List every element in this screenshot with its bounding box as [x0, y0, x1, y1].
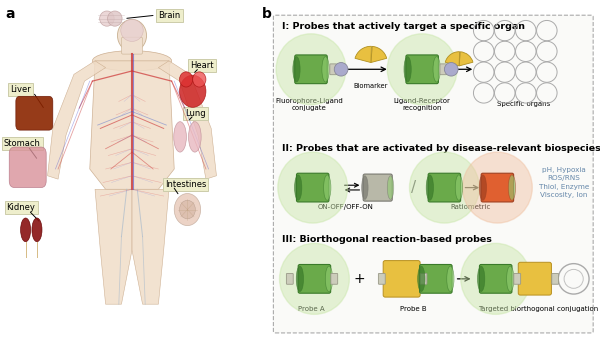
Ellipse shape: [179, 200, 196, 219]
Polygon shape: [158, 61, 217, 179]
FancyBboxPatch shape: [379, 273, 385, 284]
Ellipse shape: [293, 56, 300, 82]
Text: III: Biorthogonal reaction-based probes: III: Biorthogonal reaction-based probes: [282, 235, 492, 244]
FancyBboxPatch shape: [363, 174, 392, 201]
Ellipse shape: [174, 122, 187, 152]
Text: Probe B: Probe B: [400, 306, 427, 312]
Wedge shape: [355, 46, 371, 63]
Polygon shape: [132, 189, 169, 304]
FancyBboxPatch shape: [298, 265, 331, 293]
Ellipse shape: [118, 19, 146, 52]
FancyBboxPatch shape: [16, 96, 53, 130]
Ellipse shape: [295, 175, 302, 200]
Text: b: b: [262, 7, 271, 21]
Ellipse shape: [280, 243, 349, 314]
Text: Ratiometric: Ratiometric: [451, 204, 491, 211]
Ellipse shape: [463, 152, 532, 223]
Text: Fluorophore-Ligand
conjugate: Fluorophore-Ligand conjugate: [275, 98, 343, 111]
Circle shape: [445, 63, 458, 76]
FancyBboxPatch shape: [481, 173, 514, 202]
Ellipse shape: [387, 34, 457, 105]
Ellipse shape: [418, 266, 425, 291]
Ellipse shape: [325, 266, 332, 291]
Ellipse shape: [32, 218, 42, 242]
Ellipse shape: [433, 56, 440, 82]
Ellipse shape: [121, 19, 143, 42]
Text: Brain: Brain: [158, 11, 181, 20]
Ellipse shape: [410, 152, 479, 223]
Ellipse shape: [323, 175, 331, 200]
Ellipse shape: [179, 72, 193, 87]
Text: /: /: [411, 180, 416, 195]
Wedge shape: [445, 52, 460, 66]
Text: Intestines: Intestines: [165, 180, 206, 189]
Text: Probe A: Probe A: [298, 306, 325, 312]
Ellipse shape: [322, 56, 329, 82]
Circle shape: [334, 63, 348, 76]
Ellipse shape: [179, 75, 206, 107]
FancyBboxPatch shape: [406, 55, 439, 83]
Text: pH, Hypoxia
ROS/RNS
Thiol, Enzyme
Viscosity, Ion: pH, Hypoxia ROS/RNS Thiol, Enzyme Viscos…: [539, 167, 589, 198]
FancyBboxPatch shape: [286, 273, 293, 284]
Text: II: Probes that are activated by disease-relevant biospecies: II: Probes that are activated by disease…: [282, 144, 600, 153]
Ellipse shape: [296, 266, 304, 291]
Ellipse shape: [479, 175, 487, 200]
Ellipse shape: [508, 175, 515, 200]
Ellipse shape: [362, 176, 368, 199]
Text: ON-OFF/OFF-ON: ON-OFF/OFF-ON: [317, 204, 373, 211]
Ellipse shape: [461, 243, 530, 314]
Ellipse shape: [20, 218, 31, 242]
Polygon shape: [47, 61, 106, 179]
FancyBboxPatch shape: [295, 55, 327, 83]
Text: +: +: [353, 272, 365, 286]
Text: Lung: Lung: [185, 109, 205, 118]
FancyBboxPatch shape: [514, 273, 521, 284]
FancyBboxPatch shape: [121, 37, 143, 54]
FancyBboxPatch shape: [420, 273, 427, 284]
Text: Kidney: Kidney: [7, 203, 35, 212]
FancyBboxPatch shape: [518, 262, 551, 295]
FancyBboxPatch shape: [479, 265, 512, 293]
Ellipse shape: [478, 266, 485, 291]
Text: Heart: Heart: [190, 62, 214, 70]
Ellipse shape: [455, 175, 463, 200]
Ellipse shape: [506, 266, 514, 291]
Text: a: a: [5, 7, 15, 21]
Text: Ligand-Receptor
recognition: Ligand-Receptor recognition: [394, 98, 451, 111]
Ellipse shape: [193, 72, 206, 87]
FancyBboxPatch shape: [428, 173, 461, 202]
Ellipse shape: [278, 152, 347, 223]
Ellipse shape: [92, 51, 172, 71]
Wedge shape: [459, 52, 473, 66]
Text: I: Probes that actively target a specific organ: I: Probes that actively target a specifi…: [282, 22, 525, 31]
Wedge shape: [371, 46, 387, 63]
Ellipse shape: [107, 11, 122, 26]
FancyBboxPatch shape: [440, 64, 447, 75]
Text: Targeted biorthogonal conjugation: Targeted biorthogonal conjugation: [478, 306, 599, 312]
Polygon shape: [90, 61, 174, 189]
Ellipse shape: [404, 56, 411, 82]
Ellipse shape: [174, 193, 200, 226]
Text: Specific organs: Specific organs: [497, 101, 551, 107]
FancyBboxPatch shape: [330, 64, 337, 75]
FancyBboxPatch shape: [274, 15, 593, 333]
Ellipse shape: [276, 34, 346, 105]
Ellipse shape: [388, 176, 394, 199]
Ellipse shape: [188, 122, 201, 152]
Text: Biomarker: Biomarker: [353, 83, 388, 89]
Ellipse shape: [100, 11, 114, 26]
Polygon shape: [95, 189, 132, 304]
FancyBboxPatch shape: [331, 273, 338, 284]
FancyBboxPatch shape: [9, 147, 46, 188]
Text: Stomach: Stomach: [4, 139, 41, 148]
Text: Liver: Liver: [11, 85, 31, 94]
FancyBboxPatch shape: [419, 265, 452, 293]
Ellipse shape: [426, 175, 433, 200]
FancyBboxPatch shape: [383, 261, 420, 297]
FancyBboxPatch shape: [296, 173, 329, 202]
Ellipse shape: [447, 266, 454, 291]
FancyBboxPatch shape: [552, 273, 559, 284]
